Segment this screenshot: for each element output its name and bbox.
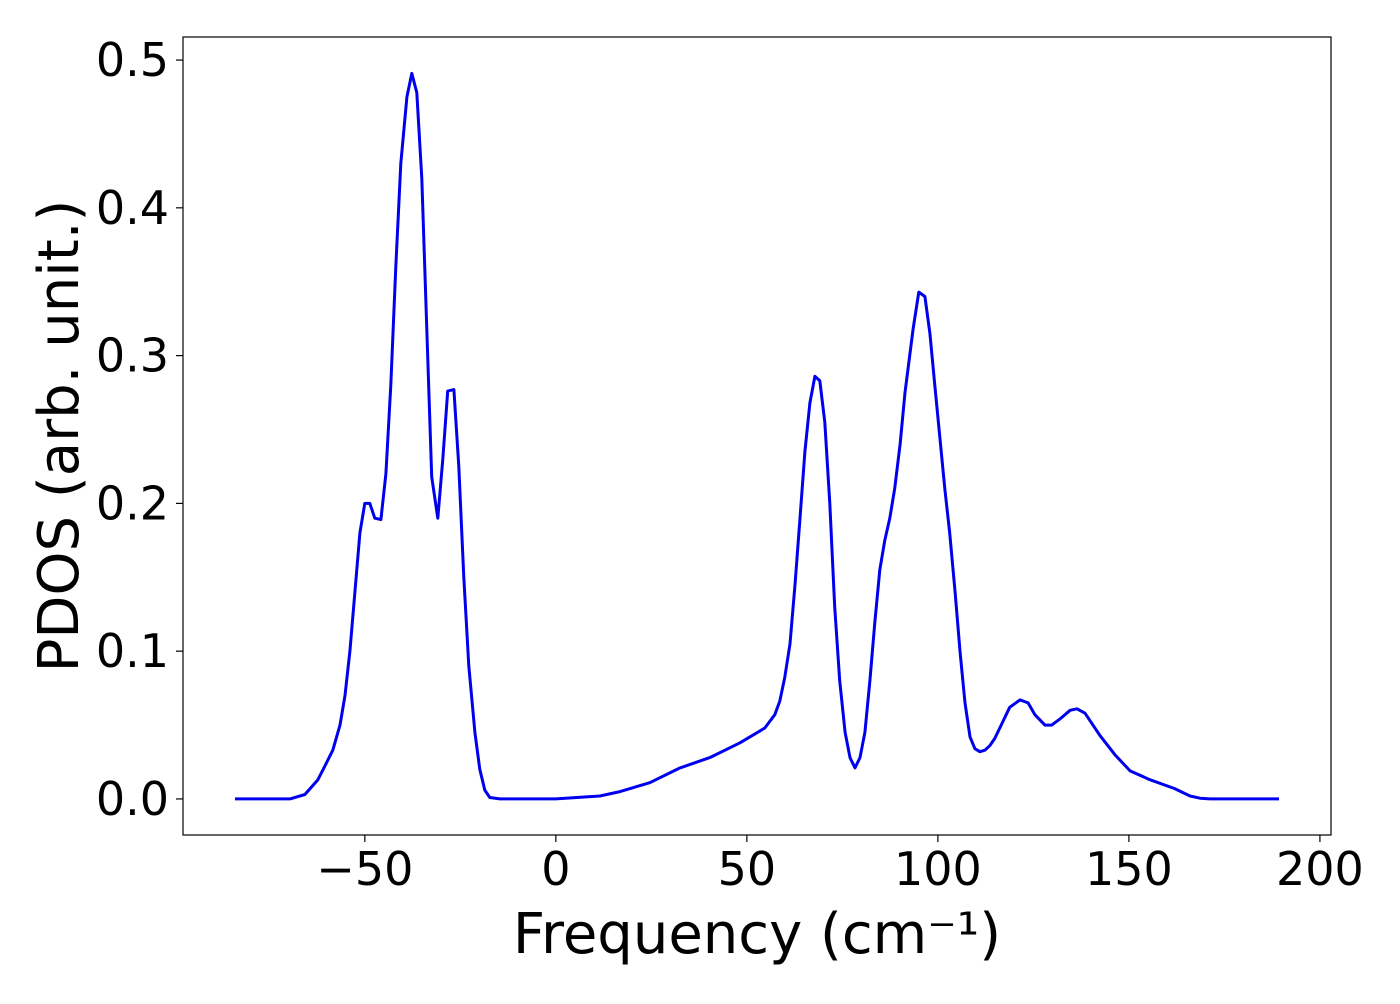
y-tick-label: 0.5 (96, 33, 169, 87)
y-tick-label: 0.1 (96, 624, 169, 678)
plot-frame (182, 36, 1332, 836)
x-axis-label: Frequency (cm⁻¹) (513, 902, 1001, 967)
x-tick-label: 50 (718, 842, 777, 896)
x-tick-label: 200 (1276, 842, 1364, 896)
line-series (235, 71, 1279, 801)
y-tick-label: 0.2 (96, 476, 169, 530)
y-tick-label: 0.3 (96, 329, 169, 383)
y-tick-label: 0.0 (96, 772, 169, 826)
x-tick-label: −50 (316, 842, 413, 896)
y-axis-label: PDOS (arb. unit.) (27, 200, 92, 673)
x-tick-label: 0 (541, 842, 570, 896)
y-tick-label: 0.4 (96, 181, 169, 235)
x-tick-label: 100 (894, 842, 982, 896)
x-tick-label: 150 (1085, 842, 1173, 896)
